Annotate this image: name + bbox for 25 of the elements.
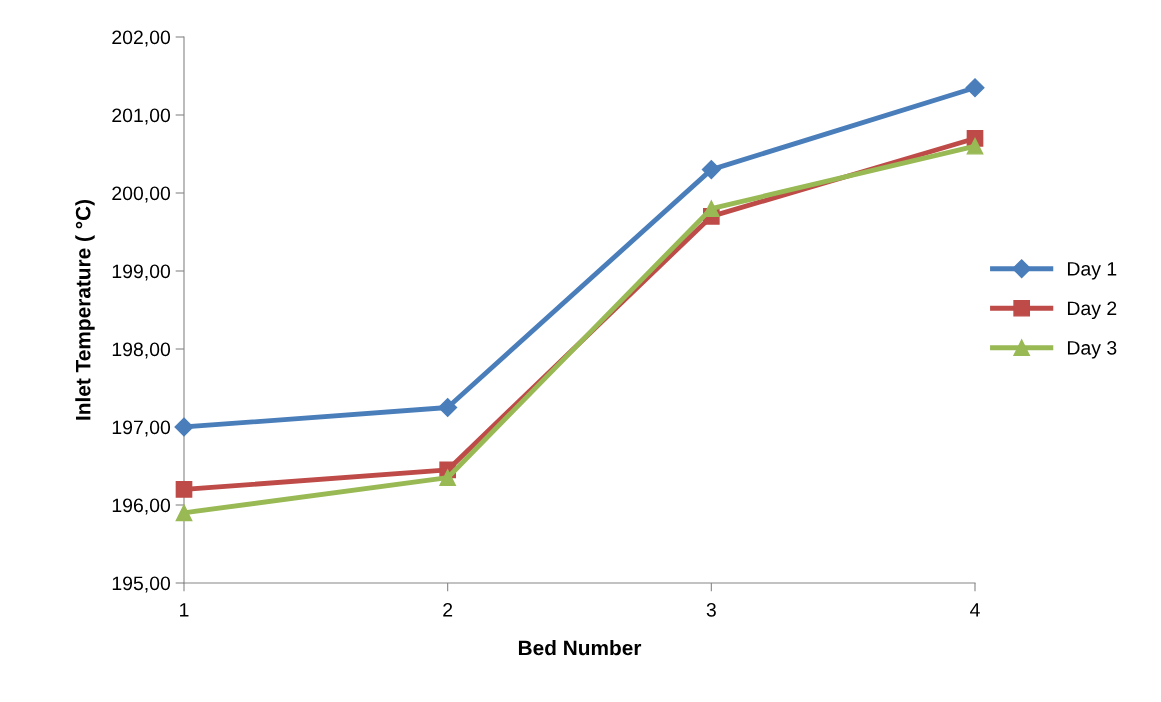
point <box>438 397 458 418</box>
y-axis-title: Inlet Temperature ( °C) <box>75 199 95 420</box>
point <box>701 160 721 180</box>
x-tick-label: 4 <box>970 603 980 617</box>
x-tick-label: 1 <box>180 603 189 617</box>
legend-label: Day 3 <box>1067 340 1117 359</box>
y-tick-label: 198,00 <box>112 342 171 359</box>
y-tick-label: 202,00 <box>112 30 171 47</box>
y-tick-label: 199,00 <box>112 264 171 281</box>
point <box>439 469 457 487</box>
legend-label: Day 2 <box>1067 301 1117 320</box>
x-axis-title: Bed Number <box>518 640 642 656</box>
y-tick-label: 196,00 <box>112 498 171 515</box>
legend-label: Day 1 <box>1067 262 1117 280</box>
point <box>175 481 193 498</box>
point <box>966 137 984 155</box>
y-tick-label: 197,00 <box>112 420 171 437</box>
x-tick-label: 3 <box>706 602 716 617</box>
y-tick-label: 201,00 <box>112 108 171 125</box>
point <box>174 417 194 437</box>
y-tick-label: 195,00 <box>112 576 171 593</box>
y-tick-label: 200,00 <box>112 186 171 203</box>
point <box>965 78 985 98</box>
x-tick-label: 2 <box>443 602 453 617</box>
point <box>175 504 193 522</box>
